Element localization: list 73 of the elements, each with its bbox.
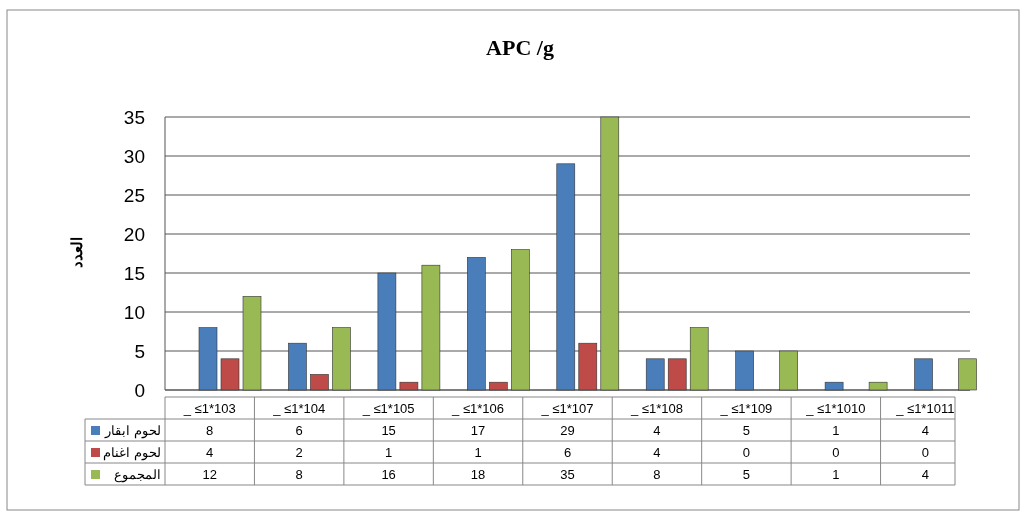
data-label: 4 <box>653 423 661 438</box>
data-label: 8 <box>206 423 214 438</box>
bar <box>511 249 530 391</box>
bar <box>645 358 665 391</box>
y-tick-label: 0 <box>134 380 145 401</box>
bar <box>399 381 419 391</box>
data-label: 4 <box>921 467 929 482</box>
data-label: 5 <box>742 423 751 438</box>
bar <box>288 342 307 391</box>
bar <box>779 350 798 391</box>
bar <box>377 272 397 391</box>
data-label: 15 <box>381 423 396 438</box>
x-tick-label: _ ≤1*109 <box>719 401 773 416</box>
data-label: 1 <box>384 445 393 460</box>
data-label: 0 <box>832 445 840 460</box>
data-label: 6 <box>563 445 572 460</box>
y-tick-label: 10 <box>123 302 145 323</box>
y-tick-label: 5 <box>134 341 145 362</box>
bar <box>310 374 329 391</box>
chart-title: APC /g <box>486 35 554 60</box>
x-tick-label: _ ≤1*106 <box>451 401 505 416</box>
data-label: 17 <box>470 423 486 438</box>
bar <box>242 296 262 391</box>
data-label: 12 <box>202 467 217 482</box>
data-label: 16 <box>381 467 396 482</box>
y-axis-title: العدد <box>68 236 85 268</box>
data-label: 2 <box>295 445 303 460</box>
bar <box>958 358 977 391</box>
x-tick-label: _ ≤1*108 <box>629 401 683 416</box>
legend-label: لحوم اغنام <box>103 445 161 461</box>
bar <box>578 342 598 391</box>
data-label: 4 <box>206 445 214 460</box>
data-label: 5 <box>742 467 751 482</box>
data-label: 29 <box>560 423 575 438</box>
legend-label: لحوم ابقار <box>104 423 161 439</box>
data-label: 8 <box>295 467 303 482</box>
bar <box>220 358 240 391</box>
y-tick-label: 15 <box>123 263 145 284</box>
data-label: 8 <box>653 467 661 482</box>
bar <box>556 163 576 391</box>
data-label: 0 <box>921 445 929 460</box>
x-tick-label: _ ≤1*107 <box>540 401 594 416</box>
bar <box>914 358 933 391</box>
data-label: 18 <box>470 467 486 482</box>
data-label: 4 <box>653 445 661 460</box>
bar <box>467 257 486 391</box>
data-label: 4 <box>921 423 929 438</box>
y-tick-label: 20 <box>123 224 145 245</box>
y-tick-label: 25 <box>123 185 145 206</box>
bar <box>824 381 844 391</box>
y-tick-label: 35 <box>123 107 145 128</box>
data-label: 1 <box>474 445 482 460</box>
x-tick-label: _ ≤1*1011 <box>895 401 955 416</box>
bar <box>600 116 620 391</box>
data-label: 1 <box>832 423 840 438</box>
data-label: 0 <box>742 445 751 460</box>
y-tick-label: 30 <box>123 146 145 167</box>
data-label: 1 <box>832 467 840 482</box>
bar <box>868 381 888 391</box>
bar <box>667 358 687 391</box>
x-tick-label: _ ≤1*104 <box>272 401 326 416</box>
bar <box>332 327 351 391</box>
bar <box>689 327 709 391</box>
x-tick-label: _ ≤1*105 <box>361 401 415 416</box>
bar <box>489 381 508 391</box>
x-tick-label: _ ≤1*1010 <box>805 401 866 416</box>
bar <box>198 327 218 391</box>
x-tick-label: _ ≤1*103 <box>182 401 236 416</box>
data-label: 35 <box>560 467 575 482</box>
legend-label: المجموع <box>114 467 161 483</box>
bar <box>735 350 754 391</box>
bar <box>421 264 441 391</box>
data-label: 6 <box>295 423 303 438</box>
